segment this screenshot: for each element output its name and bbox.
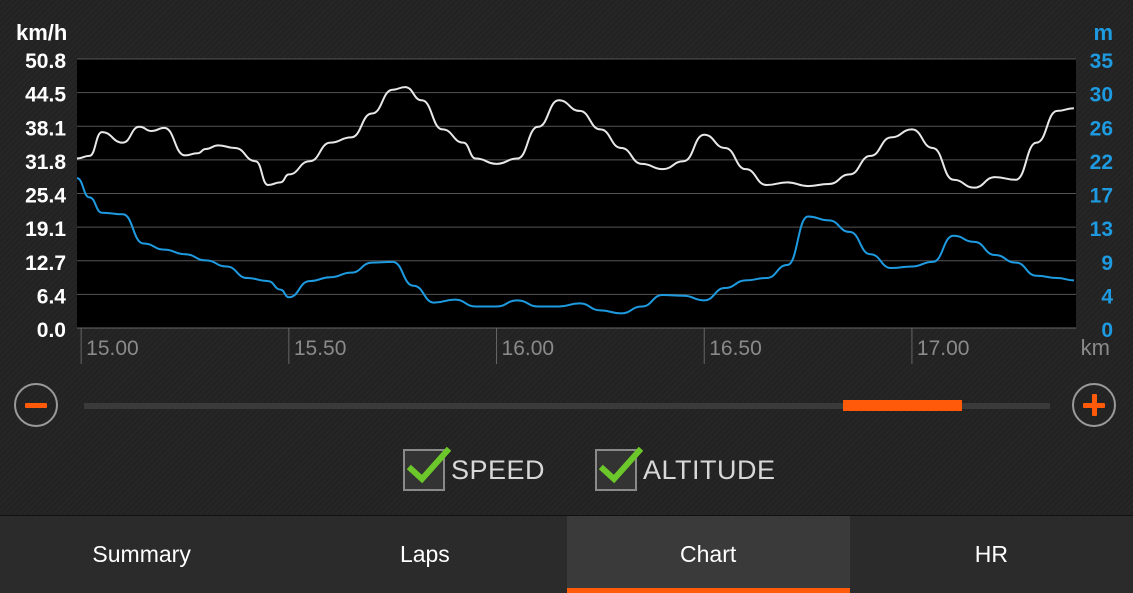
left-tick-label: 12.7 bbox=[25, 252, 66, 275]
speed-series-line bbox=[76, 86, 1074, 189]
left-tick-label: 50.8 bbox=[25, 50, 66, 73]
activity-chart: 15.00 15.50 16.00 16.50 17.00 50.8 44.5 38.1 31… bbox=[16, 20, 1114, 364]
right-tick-label: 35 bbox=[1090, 50, 1114, 73]
left-tick-label: 25.4 bbox=[25, 185, 66, 208]
tab-summary[interactable]: Summary bbox=[0, 516, 283, 593]
right-tick-label: 13 bbox=[1090, 218, 1113, 241]
left-tick-label: 38.1 bbox=[25, 117, 66, 140]
speed-checkbox[interactable] bbox=[403, 446, 451, 491]
x-tick-label: 16.50 bbox=[709, 337, 762, 360]
checkmark-icon bbox=[599, 446, 643, 484]
left-tick-label: 6.4 bbox=[37, 285, 67, 308]
tab-bar: Summary Laps Chart HR bbox=[0, 515, 1133, 593]
right-tick-label: 22 bbox=[1090, 151, 1113, 174]
tab-laps-label: Laps bbox=[399, 541, 450, 567]
left-axis-unit: km/h bbox=[16, 20, 67, 45]
right-tick-label: 4 bbox=[1101, 285, 1113, 308]
altitude-checkbox[interactable] bbox=[595, 446, 643, 491]
x-tick-label: 17.00 bbox=[917, 337, 970, 360]
tab-hr[interactable]: HR bbox=[850, 516, 1133, 593]
altitude-series-line bbox=[76, 177, 1074, 315]
zoom-out-button[interactable] bbox=[14, 383, 58, 427]
zoom-slider-thumb[interactable] bbox=[842, 400, 962, 411]
zoom-in-button[interactable] bbox=[1072, 383, 1116, 427]
tab-hr-label: HR bbox=[974, 541, 1008, 567]
x-tick-label: 16.00 bbox=[502, 337, 555, 360]
zoom-slider[interactable] bbox=[84, 400, 1050, 411]
minus-icon bbox=[25, 402, 47, 408]
speed-toggle[interactable]: SPEED bbox=[403, 446, 546, 493]
x-axis-unit: km bbox=[1081, 335, 1110, 360]
right-tick-label: 0 bbox=[1101, 319, 1113, 342]
altitude-toggle[interactable]: ALTITUDE bbox=[595, 446, 776, 493]
tab-laps[interactable]: Laps bbox=[283, 516, 566, 593]
right-axis-unit: m bbox=[1093, 20, 1113, 45]
checkmark-icon bbox=[407, 446, 451, 484]
speed-toggle-label: SPEED bbox=[451, 454, 546, 485]
tab-summary-label: Summary bbox=[92, 541, 191, 567]
tab-chart-label: Chart bbox=[680, 541, 737, 567]
right-tick-label: 9 bbox=[1101, 252, 1113, 275]
x-tick-label: 15.00 bbox=[86, 337, 139, 360]
tab-chart[interactable]: Chart bbox=[566, 516, 851, 593]
left-tick-label: 19.1 bbox=[25, 218, 66, 241]
left-tick-label: 0.0 bbox=[37, 319, 66, 342]
altitude-toggle-label: ALTITUDE bbox=[643, 454, 776, 485]
left-tick-label: 31.8 bbox=[25, 151, 66, 174]
right-tick-label: 30 bbox=[1090, 84, 1113, 107]
left-tick-label: 44.5 bbox=[25, 84, 66, 107]
right-tick-label: 17 bbox=[1090, 185, 1113, 208]
x-tick-label: 15.50 bbox=[294, 337, 347, 360]
right-tick-label: 26 bbox=[1090, 117, 1113, 140]
